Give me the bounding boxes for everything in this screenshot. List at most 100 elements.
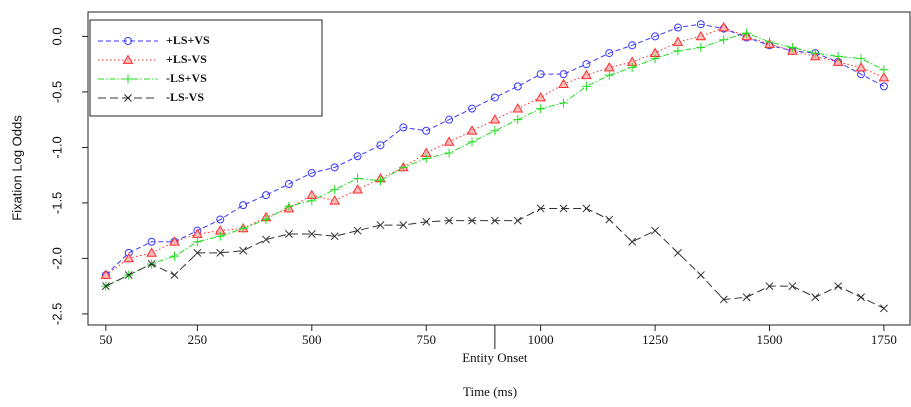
- point: [605, 49, 614, 58]
- series-line: [105, 23, 885, 276]
- x-tick-label: 1500: [756, 332, 782, 347]
- point: [628, 237, 637, 246]
- point: [307, 230, 316, 238]
- point: [443, 136, 455, 146]
- point: [376, 221, 385, 230]
- point: [239, 246, 248, 255]
- point: [673, 46, 683, 56]
- point: [353, 226, 362, 235]
- point: [857, 293, 865, 302]
- point: [536, 104, 546, 114]
- point: [788, 282, 797, 291]
- point: [284, 180, 293, 189]
- point: [695, 30, 707, 41]
- point: [353, 152, 362, 161]
- point: [216, 248, 225, 257]
- point: [466, 125, 478, 135]
- point: [170, 251, 180, 261]
- point: [742, 293, 751, 302]
- point: [559, 70, 568, 79]
- point: [719, 35, 729, 45]
- point: [696, 43, 706, 53]
- point: [605, 215, 614, 224]
- point: [375, 176, 385, 186]
- point: [879, 82, 888, 91]
- y-tick-label: -2.0: [49, 247, 64, 269]
- point: [124, 271, 133, 280]
- point: [262, 235, 270, 244]
- point: [834, 282, 843, 291]
- point: [307, 196, 317, 206]
- y-tick-label: -1.5: [49, 192, 64, 214]
- point: [467, 137, 477, 147]
- point: [262, 191, 271, 200]
- point: [445, 115, 454, 124]
- point: [330, 185, 340, 195]
- annotation-label: Entity Onset: [462, 350, 528, 365]
- point: [490, 216, 499, 225]
- y-tick-label: -2.5: [49, 303, 64, 325]
- point: [628, 41, 637, 50]
- point: [330, 232, 339, 241]
- point: [468, 216, 476, 225]
- point: [398, 162, 408, 172]
- point: [559, 204, 568, 213]
- point: [261, 215, 271, 225]
- point: [536, 70, 545, 79]
- point: [146, 247, 157, 257]
- point: [627, 62, 637, 72]
- x-tick-label: 500: [302, 332, 322, 347]
- point: [147, 260, 156, 268]
- point: [878, 71, 890, 82]
- point: [696, 20, 705, 29]
- point: [284, 230, 293, 238]
- x-axis-title: Time (ms): [463, 384, 517, 399]
- point: [513, 115, 523, 125]
- point: [490, 93, 499, 102]
- point: [193, 248, 202, 257]
- y-axis-title: Fixation Log Odds: [9, 115, 24, 221]
- y-tick-label: -1.0: [49, 136, 64, 158]
- point: [330, 163, 339, 172]
- point: [100, 269, 112, 279]
- point: [329, 195, 341, 205]
- point: [536, 204, 545, 213]
- point: [489, 114, 501, 124]
- x-tick-label: 250: [188, 332, 208, 347]
- point: [124, 94, 132, 102]
- point: [765, 282, 774, 291]
- point: [674, 248, 682, 257]
- point: [651, 32, 660, 41]
- legend-label: -LS+VS: [166, 71, 207, 85]
- point: [811, 293, 820, 302]
- point: [856, 54, 866, 64]
- point: [673, 23, 682, 32]
- point: [513, 82, 522, 91]
- point: [445, 216, 454, 225]
- point: [422, 126, 431, 135]
- x-tick-label: 750: [416, 332, 436, 347]
- point: [490, 126, 500, 136]
- point: [742, 28, 752, 38]
- point: [123, 252, 135, 263]
- point: [582, 204, 591, 213]
- y-tick-label: -0.5: [49, 81, 64, 103]
- point: [216, 215, 225, 224]
- point: [833, 51, 843, 61]
- series-line: [105, 207, 885, 309]
- point: [307, 168, 316, 177]
- x-tick-label: 1250: [642, 332, 668, 347]
- point: [650, 54, 660, 64]
- point: [170, 271, 179, 280]
- point: [651, 226, 660, 235]
- point: [376, 141, 385, 150]
- point: [122, 54, 134, 64]
- point: [123, 74, 133, 84]
- point: [764, 37, 774, 47]
- x-tick-label: 1000: [528, 332, 554, 347]
- x-tick-label: 50: [99, 332, 112, 347]
- point: [124, 37, 132, 45]
- point: [169, 236, 180, 246]
- point: [855, 61, 867, 72]
- point: [147, 237, 156, 246]
